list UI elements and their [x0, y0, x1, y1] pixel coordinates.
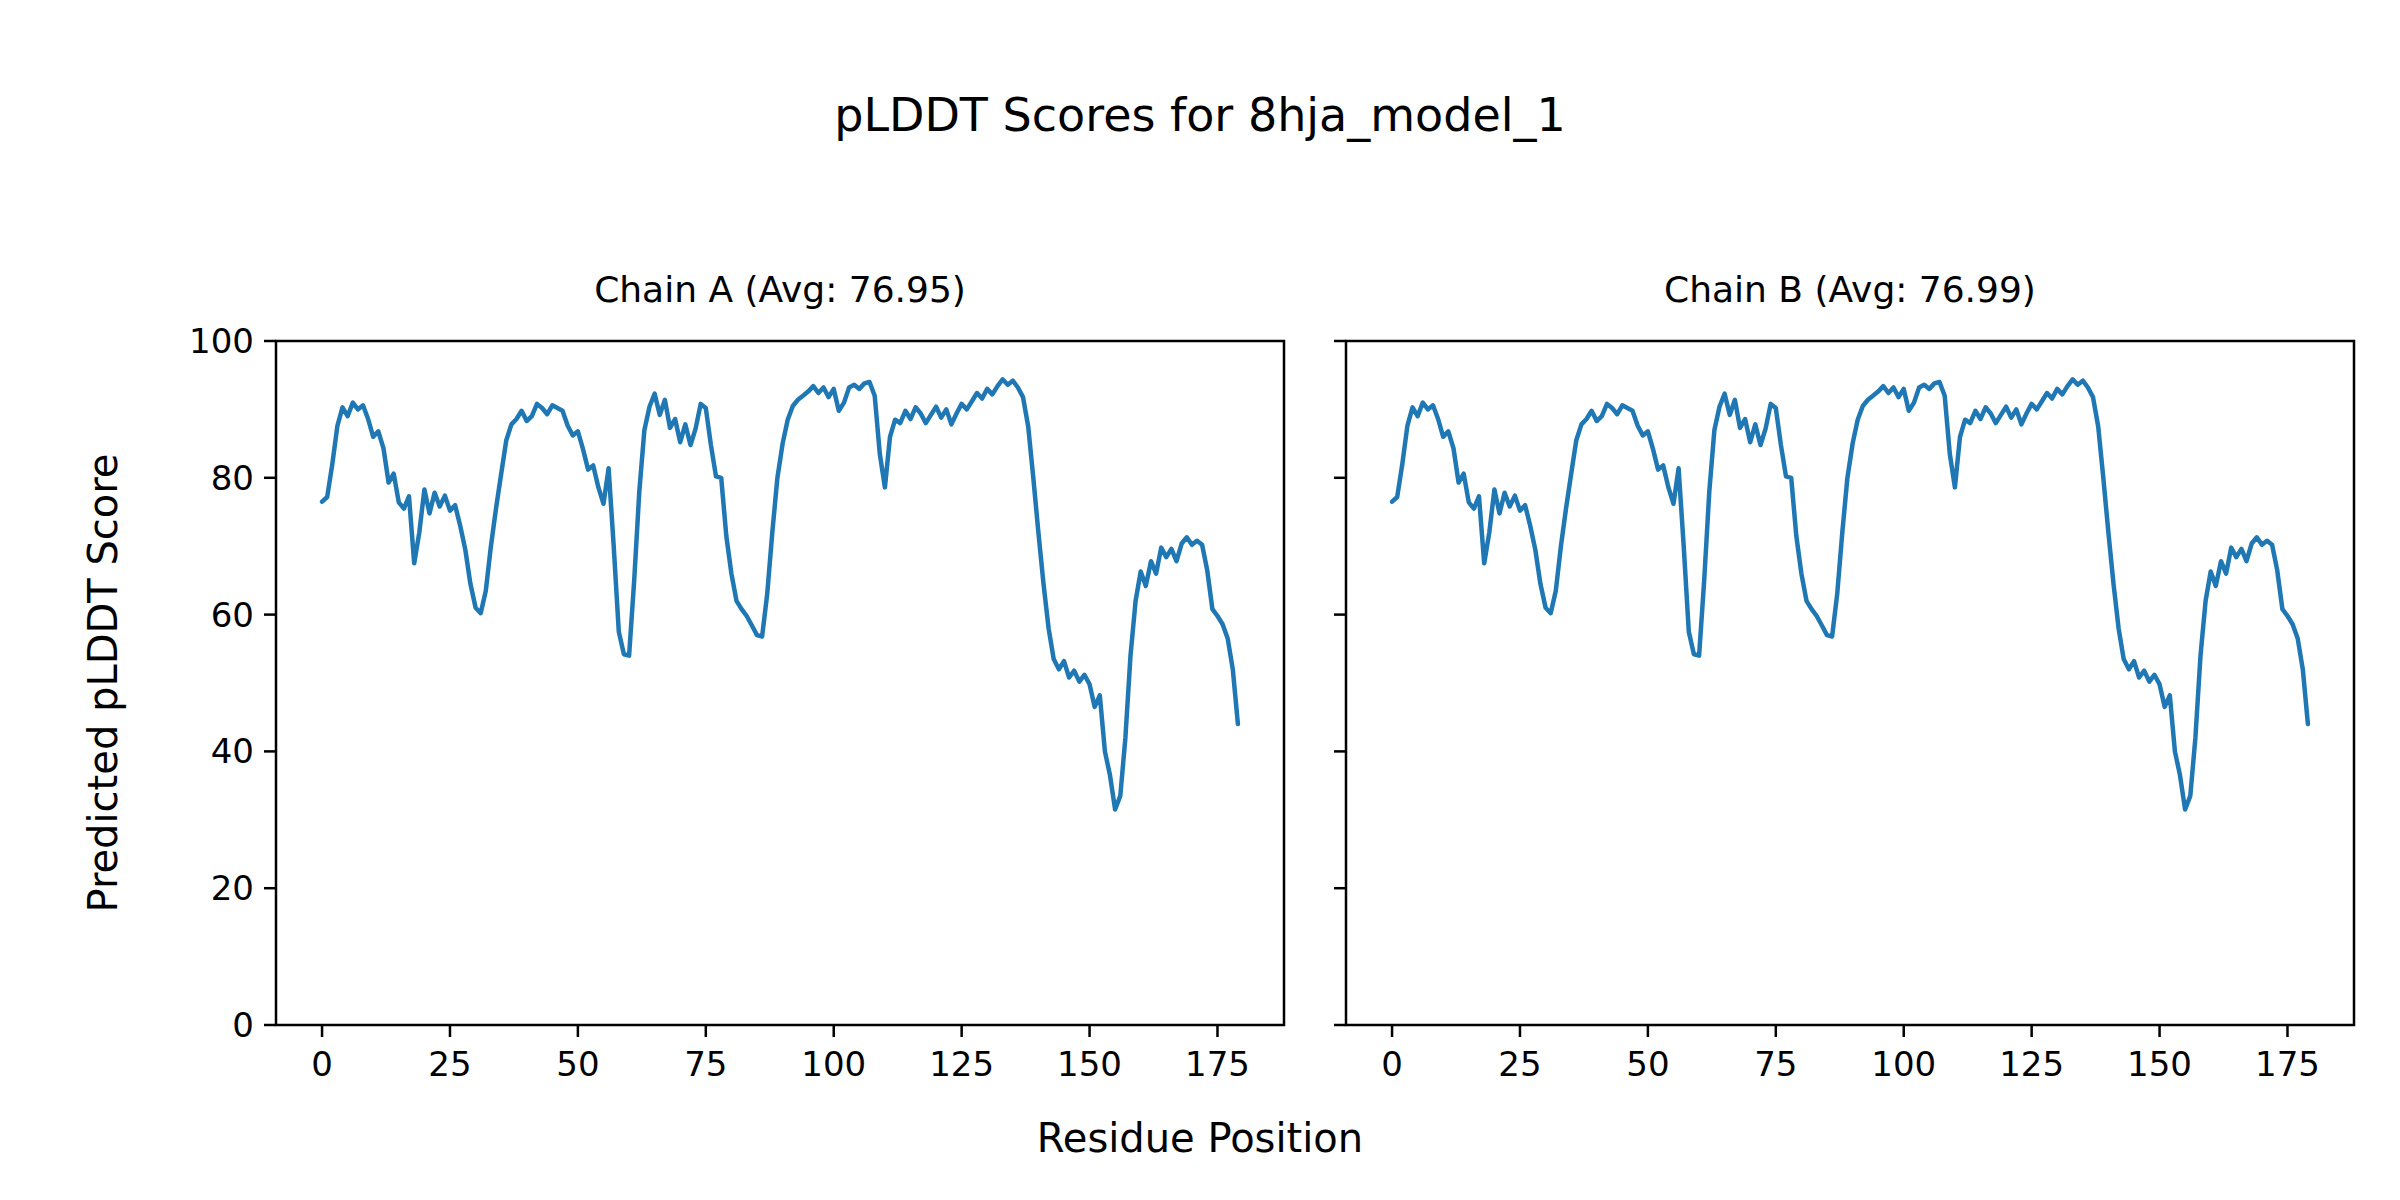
- plddt-figure-canvas: 0 25 50 75 100 125 150 175 0 20 40 60 80 100 0 25 50 75 10…: [0, 0, 2400, 1200]
- x-tick-label: 125: [929, 1044, 994, 1084]
- x-tick-label: 125: [1999, 1044, 2064, 1084]
- axes-chain-a: 0 25 50 75 100 125 150 175 0 20 40 60 80 100: [189, 321, 1284, 1084]
- x-tick-label: 75: [1754, 1044, 1797, 1084]
- x-tick-label: 0: [1381, 1044, 1403, 1084]
- x-tick-label: 150: [1057, 1044, 1122, 1084]
- x-tick-label: 25: [1498, 1044, 1541, 1084]
- x-tick-label: 0: [311, 1044, 333, 1084]
- x-tick-label: 50: [1626, 1044, 1669, 1084]
- y-tick-label: 0: [232, 1005, 254, 1045]
- x-tick-label: 100: [801, 1044, 866, 1084]
- x-tick-label: 175: [1185, 1044, 1250, 1084]
- y-tick-label: 60: [211, 595, 254, 635]
- axes-frame-chain-b: [1346, 341, 2354, 1025]
- x-tick-label: 150: [2127, 1044, 2192, 1084]
- y-tick-label: 100: [189, 321, 254, 361]
- y-tick-label: 80: [211, 458, 254, 498]
- axes-frame-chain-a: [276, 341, 1284, 1025]
- x-tick-label: 175: [2255, 1044, 2320, 1084]
- y-tick-label: 40: [211, 731, 254, 771]
- plddt-line-chain-b: [1392, 379, 2308, 809]
- x-tick-label: 100: [1871, 1044, 1936, 1084]
- x-tick-label: 50: [556, 1044, 599, 1084]
- axes-chain-b: 0 25 50 75 100 125 150 175: [1334, 341, 2354, 1084]
- plddt-line-chain-a: [322, 379, 1238, 809]
- x-tick-label: 75: [684, 1044, 727, 1084]
- y-tick-label: 20: [211, 868, 254, 908]
- x-tick-label: 25: [428, 1044, 471, 1084]
